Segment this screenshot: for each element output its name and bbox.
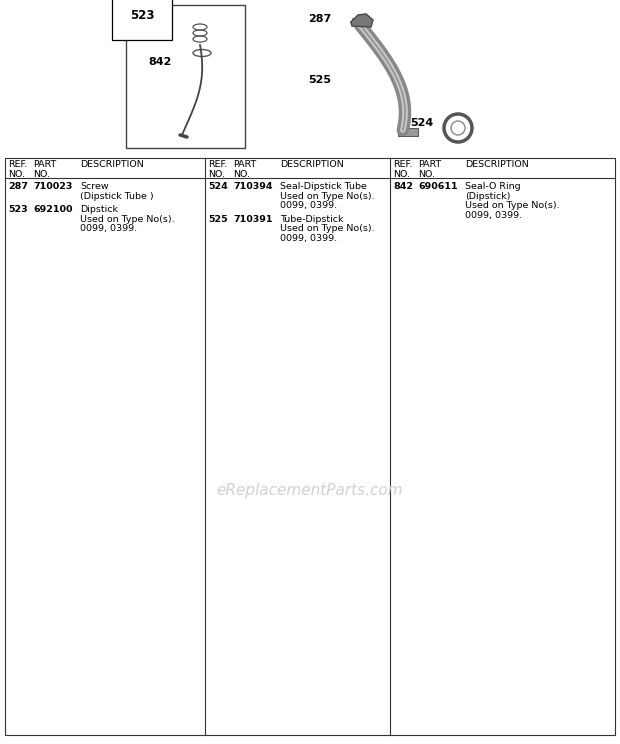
Text: REF.
NO.: REF. NO. <box>8 160 27 179</box>
Text: REF.
NO.: REF. NO. <box>208 160 228 179</box>
Text: 525: 525 <box>208 214 228 223</box>
Text: 710023: 710023 <box>33 182 73 191</box>
Circle shape <box>444 114 472 142</box>
Text: Dipstick: Dipstick <box>80 205 118 214</box>
Text: 842: 842 <box>148 57 171 67</box>
Text: 287: 287 <box>8 182 28 191</box>
Text: Seal-O Ring: Seal-O Ring <box>465 182 521 191</box>
Text: DESCRIPTION: DESCRIPTION <box>280 160 343 169</box>
Text: Used on Type No(s).: Used on Type No(s). <box>80 214 175 223</box>
Bar <box>398 128 418 136</box>
Bar <box>5 158 615 735</box>
Text: (Dipstick): (Dipstick) <box>465 191 510 200</box>
Text: Used on Type No(s).: Used on Type No(s). <box>280 191 374 200</box>
Text: PART
NO.: PART NO. <box>33 160 56 179</box>
Bar <box>352 18 359 23</box>
Text: 0099, 0399.: 0099, 0399. <box>280 201 337 210</box>
Text: Used on Type No(s).: Used on Type No(s). <box>280 224 374 233</box>
Text: 710394: 710394 <box>233 182 273 191</box>
Text: PART
NO.: PART NO. <box>233 160 256 179</box>
Circle shape <box>451 121 465 135</box>
Text: Seal-Dipstick Tube: Seal-Dipstick Tube <box>280 182 367 191</box>
Text: (Dipstick Tube ): (Dipstick Tube ) <box>80 191 154 200</box>
Text: Tube-Dipstick: Tube-Dipstick <box>280 214 343 223</box>
Text: 842: 842 <box>393 182 413 191</box>
Text: 692100: 692100 <box>33 205 73 214</box>
Text: 0099, 0399.: 0099, 0399. <box>80 224 137 233</box>
Polygon shape <box>351 14 373 27</box>
Text: 524: 524 <box>410 118 433 128</box>
Bar <box>355 18 361 23</box>
Text: PART
NO.: PART NO. <box>418 160 441 179</box>
Text: 690611: 690611 <box>418 182 458 191</box>
Text: Used on Type No(s).: Used on Type No(s). <box>465 201 560 210</box>
Text: 523: 523 <box>8 205 28 214</box>
Bar <box>126 5 245 148</box>
Text: 287: 287 <box>308 14 331 24</box>
Text: Screw: Screw <box>80 182 108 191</box>
Text: 525: 525 <box>308 75 331 85</box>
Text: eReplacementParts.com: eReplacementParts.com <box>216 483 404 498</box>
Text: DESCRIPTION: DESCRIPTION <box>465 160 529 169</box>
Bar <box>357 18 364 23</box>
Text: 523: 523 <box>130 9 154 22</box>
Text: 524: 524 <box>208 182 228 191</box>
Text: 710391: 710391 <box>233 214 273 223</box>
Text: DESCRIPTION: DESCRIPTION <box>80 160 144 169</box>
Text: REF.
NO.: REF. NO. <box>393 160 412 179</box>
Text: 0099, 0399.: 0099, 0399. <box>280 234 337 243</box>
Text: 0099, 0399.: 0099, 0399. <box>465 211 522 219</box>
